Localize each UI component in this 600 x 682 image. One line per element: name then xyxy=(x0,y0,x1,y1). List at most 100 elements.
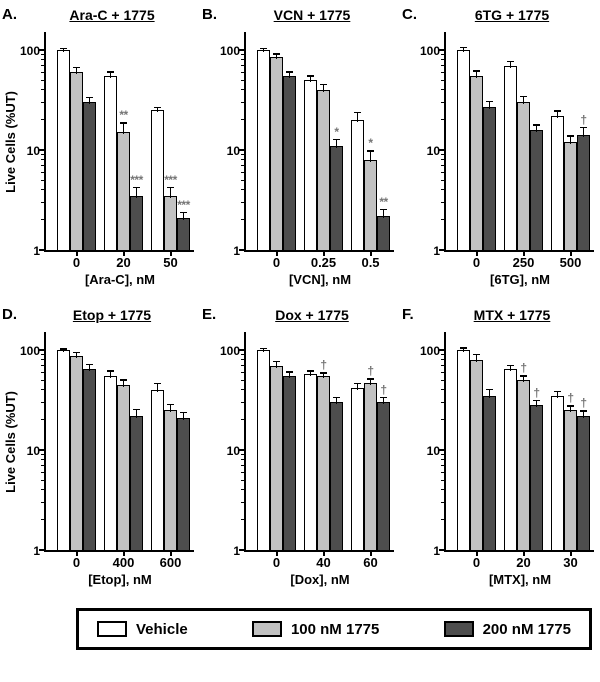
error-bar xyxy=(75,66,78,75)
y-minor-tick xyxy=(241,389,244,391)
legend-label-vehicle: Vehicle xyxy=(136,620,188,638)
y-minor-tick xyxy=(41,65,44,66)
panel-header: A. Ara-C + 1775 xyxy=(2,6,200,32)
x-axis-title: [Ara-C], nM xyxy=(84,272,156,287)
y-tick-label: 10 xyxy=(426,144,440,158)
error-bar xyxy=(309,75,312,83)
panel-letter: F. xyxy=(402,306,414,323)
y-minor-tick xyxy=(441,119,444,121)
error-bar-cap xyxy=(86,96,93,99)
y-minor-tick xyxy=(41,489,44,491)
y-major-tick xyxy=(39,549,44,551)
y-minor-tick xyxy=(241,359,244,361)
y-minor-tick xyxy=(441,489,444,491)
error-bar xyxy=(475,353,478,362)
y-tick-labels: 100 10 1 xyxy=(418,32,444,257)
bar xyxy=(70,355,83,550)
x-tick-label: 0.25 xyxy=(310,255,337,270)
error-bar-cap xyxy=(154,382,161,385)
x-tick-label: 0 xyxy=(272,555,281,570)
x-tick-label: 0.5 xyxy=(361,255,380,270)
error-bar-cap xyxy=(333,396,340,399)
error-bar xyxy=(569,405,572,413)
error-bar-cap xyxy=(307,75,314,77)
y-major-tick xyxy=(239,149,244,151)
y-tick-label: 10 xyxy=(26,444,40,458)
y-minor-tick xyxy=(241,79,244,81)
y-minor-tick xyxy=(241,219,244,221)
x-axis-title: [Dox], nM xyxy=(290,572,350,587)
y-minor-tick xyxy=(41,165,44,166)
y-minor-tick xyxy=(241,54,244,56)
x-axis-title: [MTX], nM xyxy=(488,572,552,587)
y-major-tick xyxy=(439,149,444,151)
y-minor-tick xyxy=(241,71,244,73)
y-minor-tick xyxy=(441,454,444,456)
legend-item-vehicle: Vehicle xyxy=(97,621,188,638)
error-bar-cap xyxy=(167,186,174,189)
y-minor-tick xyxy=(41,79,44,81)
x-tick-label: 500 xyxy=(559,255,582,270)
error-bar xyxy=(109,370,112,378)
significance-annotation: † xyxy=(580,396,587,411)
panel-d: D. Etop + 1775 Live Cells (%UT) 100 10 1 0 400 6… xyxy=(0,306,200,590)
error-bar-cap xyxy=(354,111,361,114)
x-tick-label: 20 xyxy=(516,555,531,570)
y-tick-label: 100 xyxy=(19,44,40,58)
panel-header: E. Dox + 1775 xyxy=(202,306,400,332)
y-tick-label: 1 xyxy=(233,244,240,258)
x-tick xyxy=(275,252,278,256)
x-tick-label: 400 xyxy=(112,555,135,570)
y-major-tick xyxy=(439,249,444,251)
error-bar-cap xyxy=(120,379,127,381)
y-minor-tick xyxy=(441,65,444,66)
legend-swatch-200nm xyxy=(443,621,474,637)
y-minor-tick xyxy=(241,489,244,491)
error-bar-cap xyxy=(273,360,280,363)
bar xyxy=(577,415,590,550)
y-tick-labels: 100 10 1 xyxy=(218,32,244,257)
legend-label-100nm: 100 nM 1775 xyxy=(290,620,380,638)
x-tick-label: 0 xyxy=(472,255,481,270)
y-minor-tick xyxy=(241,479,244,481)
y-minor-tick xyxy=(441,89,444,91)
y-minor-tick xyxy=(441,501,444,503)
y-tick-label: 10 xyxy=(226,144,240,158)
bar xyxy=(104,75,117,250)
error-bar-cap xyxy=(554,110,561,112)
y-minor-tick xyxy=(41,59,44,61)
y-minor-tick xyxy=(41,379,44,381)
y-minor-tick xyxy=(441,371,444,373)
error-bar-cap xyxy=(507,60,514,63)
y-minor-tick xyxy=(41,101,44,103)
error-bar xyxy=(509,364,512,371)
y-minor-tick xyxy=(41,119,44,121)
y-minor-tick xyxy=(241,471,244,473)
y-axis-title-column: Live Cells (%UT) xyxy=(2,332,18,552)
y-major-tick xyxy=(39,249,44,251)
significance-annotation: * xyxy=(368,136,373,150)
y-minor-tick xyxy=(441,459,444,461)
bar xyxy=(364,382,377,550)
bar xyxy=(470,75,483,250)
y-major-tick xyxy=(439,449,444,451)
panel-title: 6TG + 1775 xyxy=(474,7,550,23)
error-bar xyxy=(262,47,265,52)
y-minor-tick xyxy=(41,454,44,456)
x-tick-label: 0 xyxy=(472,555,481,570)
y-minor-tick xyxy=(41,401,44,403)
panel-c: C. 6TG + 1775 100 10 1 † 0 250 500 [6TG], nM xyxy=(400,6,600,290)
significance-annotation: *** xyxy=(164,172,177,187)
error-bar xyxy=(569,135,572,145)
y-minor-tick xyxy=(441,201,444,203)
error-bar-cap xyxy=(86,363,93,366)
error-bar xyxy=(75,351,78,358)
y-minor-tick xyxy=(441,519,444,521)
significance-annotation: † xyxy=(533,385,540,400)
y-minor-tick xyxy=(441,54,444,56)
y-minor-tick xyxy=(241,454,244,456)
error-bar-cap xyxy=(520,375,527,377)
x-tick-label: 40 xyxy=(316,555,331,570)
error-bar xyxy=(322,372,325,378)
